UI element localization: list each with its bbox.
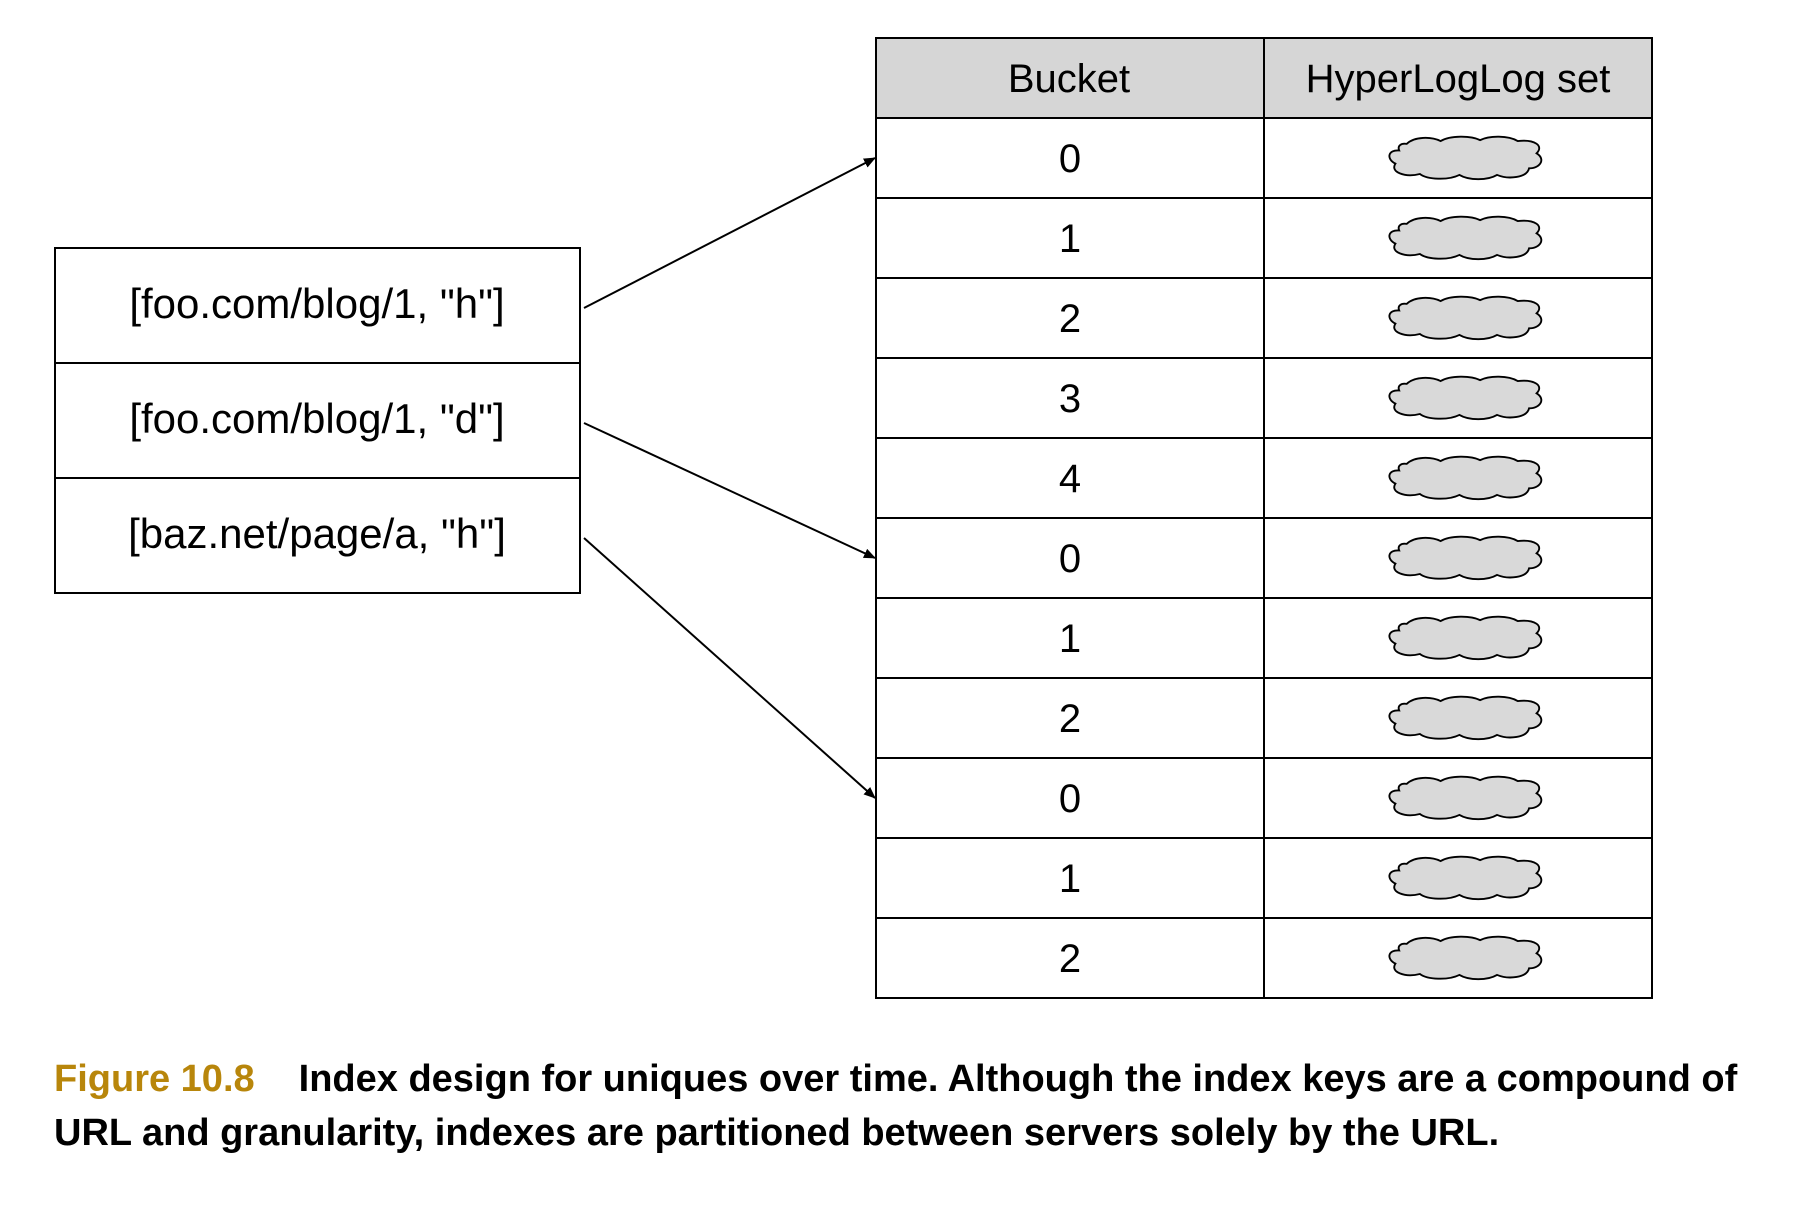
hyperloglog-cloud-icon (1388, 855, 1543, 901)
hyperloglog-cloud-icon (1388, 375, 1543, 421)
bucket-value: 2 (1059, 937, 1081, 981)
figure-caption: Figure 10.8 Index design for uniques over… (54, 1052, 1774, 1160)
bucket-value: 0 (1059, 777, 1081, 821)
hyperloglog-cloud-icon (1388, 455, 1543, 501)
hyperloglog-cloud-icon (1388, 135, 1543, 181)
index-diagram: [foo.com/blog/1, "h"] [foo.com/blog/1, "… (54, 37, 1653, 999)
bucket-value: 4 (1059, 457, 1081, 501)
bucket-value: 0 (1059, 137, 1081, 181)
key-box-2 (54, 362, 581, 479)
figure-caption-text: Index design for uniques over time. Alth… (54, 1058, 1738, 1154)
bucket-value: 1 (1059, 857, 1081, 901)
arrow-key-2 (583, 422, 876, 559)
hyperloglog-cloud-icon (1388, 535, 1543, 581)
arrow-key-3 (583, 537, 876, 799)
key-box-1 (54, 247, 581, 364)
bucket-value: 2 (1059, 697, 1081, 741)
bucket-table: Bucket HyperLogLog set 0 1 2 3 4 0 1 2 0 1 2 (875, 37, 1653, 999)
bucket-value: 1 (1059, 217, 1081, 261)
index-keys: [foo.com/blog/1, "h"] [foo.com/blog/1, "… (54, 247, 581, 594)
key-label-2: [foo.com/blog/1, "d"] (129, 395, 504, 442)
bucket-value: 2 (1059, 297, 1081, 341)
hyperloglog-cloud-icon (1388, 695, 1543, 741)
bucket-value: 3 (1059, 377, 1081, 421)
hyperloglog-cloud-icon (1388, 215, 1543, 261)
partition-arrows (583, 157, 876, 799)
hyperloglog-cloud-icon (1388, 775, 1543, 821)
hyperloglog-cloud-icon (1388, 615, 1543, 661)
figure-label: Figure 10.8 (54, 1058, 255, 1100)
header-bucket: Bucket (1008, 57, 1130, 101)
arrow-key-1 (583, 157, 876, 309)
key-label-1: [foo.com/blog/1, "h"] (129, 280, 504, 327)
bucket-value: 0 (1059, 537, 1081, 581)
hyperloglog-cloud-icon (1388, 295, 1543, 341)
hyperloglog-cloud-icon (1388, 935, 1543, 981)
key-label-3: [baz.net/page/a, "h"] (128, 510, 506, 557)
header-hyperloglog-set: HyperLogLog set (1306, 57, 1611, 101)
key-box-3 (54, 477, 581, 594)
bucket-value: 1 (1059, 617, 1081, 661)
